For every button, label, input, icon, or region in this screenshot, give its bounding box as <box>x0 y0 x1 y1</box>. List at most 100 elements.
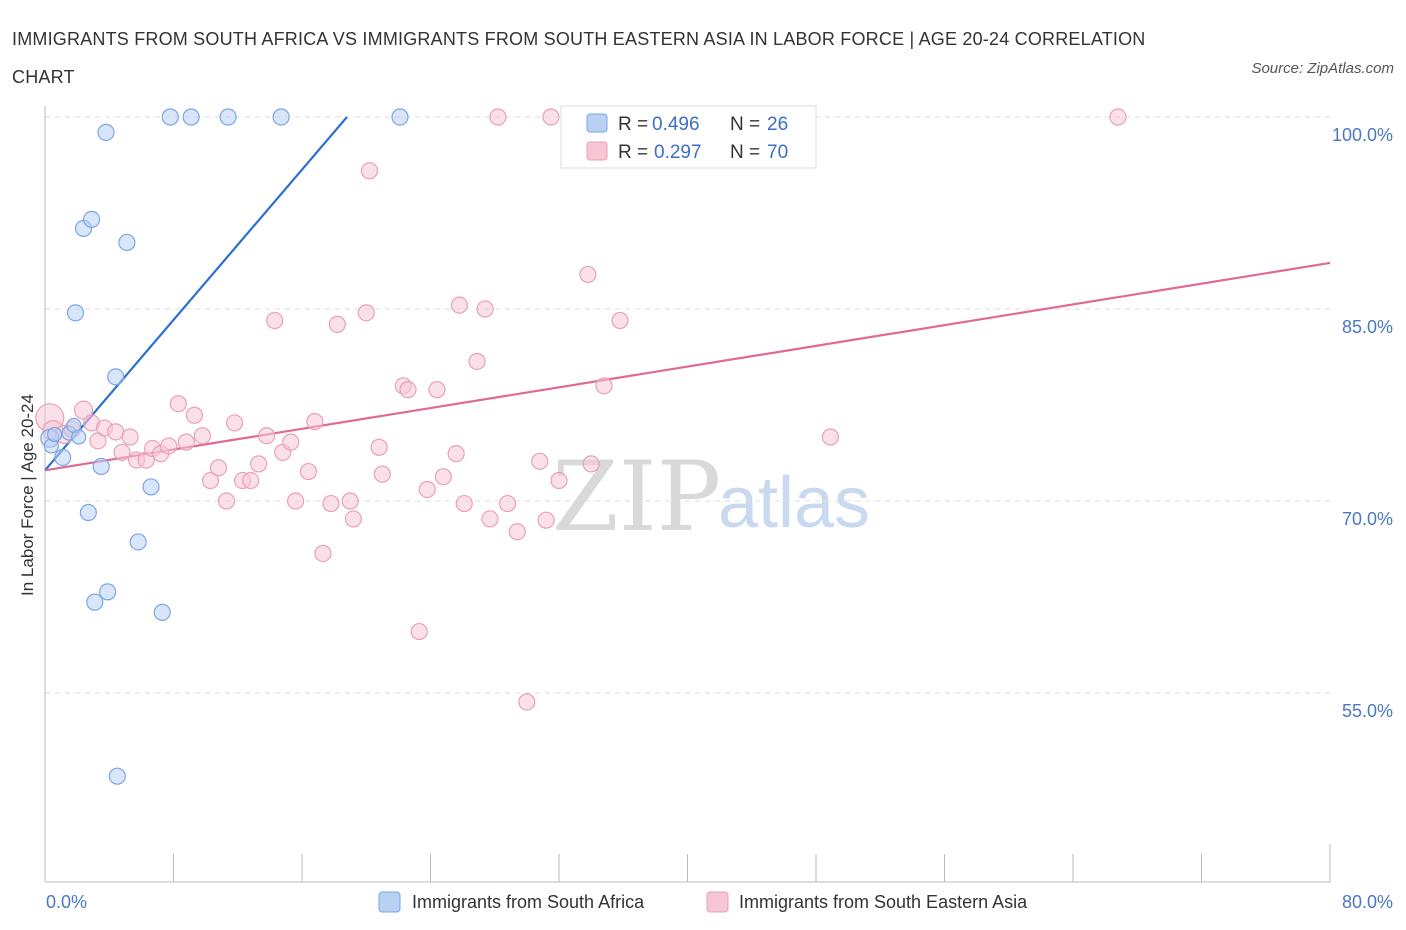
point-southeast-asia <box>579 265 597 284</box>
point-southeast-asia <box>550 471 568 490</box>
point-south-africa <box>82 210 101 228</box>
point-southeast-asia <box>418 480 436 499</box>
x-tick-label: 80.0% <box>1342 892 1393 912</box>
stats-legend-swatch-pink <box>586 141 608 161</box>
point-south-africa <box>108 767 126 785</box>
point-southeast-asia <box>185 406 203 424</box>
point-southeast-asia <box>322 494 340 513</box>
point-southeast-asia <box>821 428 840 446</box>
y-tick-label: 85.0% <box>1342 317 1393 337</box>
point-southeast-asia <box>286 492 305 510</box>
point-south-africa <box>79 503 97 522</box>
point-southeast-asia <box>341 492 359 510</box>
point-southeast-asia <box>177 433 195 451</box>
source-label: Source: ZipAtlas.com <box>1251 60 1394 77</box>
point-southeast-asia <box>1109 108 1127 126</box>
point-southeast-asia <box>481 510 499 528</box>
point-southeast-asia <box>537 511 555 529</box>
point-southeast-asia <box>370 438 388 456</box>
point-southeast-asia <box>282 433 300 451</box>
point-south-africa <box>54 448 72 467</box>
point-southeast-asia <box>428 381 446 399</box>
stats-legend-n-label-blue: N = <box>730 114 760 135</box>
stats-legend-n-value-pink: 70 <box>767 142 788 163</box>
stats-legend: R = 0.496 N = 26 R = 0.297 N = 70 <box>560 105 817 169</box>
point-southeast-asia <box>450 296 469 314</box>
grid-lines <box>45 116 1330 694</box>
stats-legend-r-value-pink: 0.297 <box>654 142 702 163</box>
point-southeast-asia <box>121 428 139 446</box>
point-southeast-asia <box>360 162 379 180</box>
point-southeast-asia <box>209 459 228 477</box>
point-southeast-asia <box>595 377 613 395</box>
point-southeast-asia <box>373 465 391 483</box>
chart-title: IMMIGRANTS FROM SOUTH AFRICA VS IMMIGRAN… <box>12 29 1146 87</box>
point-south-africa <box>219 108 237 126</box>
point-southeast-asia <box>160 437 178 455</box>
point-southeast-asia <box>476 300 494 318</box>
point-southeast-asia <box>299 462 318 481</box>
watermark-zip: ZIP <box>552 441 721 553</box>
point-south-africa <box>66 304 85 322</box>
point-southeast-asia <box>107 423 125 441</box>
point-southeast-asia <box>73 400 94 420</box>
point-south-africa <box>97 123 115 141</box>
point-south-africa <box>99 583 117 601</box>
y-tick-label: 55.0% <box>1342 701 1393 721</box>
watermark-atlas: atlas <box>718 463 870 543</box>
series-legend-swatch-south-africa <box>378 891 401 913</box>
point-south-africa <box>47 426 63 443</box>
point-south-africa <box>107 368 125 386</box>
point-southeast-asia <box>582 455 600 473</box>
point-south-africa <box>129 533 147 551</box>
point-southeast-asia <box>447 445 465 463</box>
y-tick-label: 100.0% <box>1332 125 1393 145</box>
y-axis-label: In Labor Force | Age 20-24 <box>18 394 37 596</box>
point-southeast-asia <box>542 108 560 126</box>
point-southeast-asia <box>225 414 244 432</box>
series-legend-label-south-africa: Immigrants from South Africa <box>412 892 645 912</box>
point-southeast-asia <box>266 311 284 330</box>
point-south-africa <box>86 593 104 611</box>
stats-legend-n-label-pink: N = <box>730 142 760 163</box>
point-southeast-asia <box>489 108 507 126</box>
series-legend-label-southeast-asia: Immigrants from South Eastern Asia <box>739 892 1028 912</box>
point-south-africa <box>161 108 179 126</box>
point-south-africa <box>92 457 110 476</box>
trend-line-southeast-asia <box>44 261 1331 472</box>
point-southeast-asia <box>328 315 346 333</box>
point-south-africa <box>391 108 409 126</box>
series-legend-swatch-southeast-asia <box>706 891 729 913</box>
point-southeast-asia <box>314 544 332 563</box>
stats-legend-n-value-blue: 26 <box>767 114 788 135</box>
point-southeast-asia <box>113 443 131 461</box>
point-southeast-asia <box>344 510 362 528</box>
point-southeast-asia <box>499 494 517 513</box>
point-southeast-asia <box>611 311 629 330</box>
point-southeast-asia <box>242 471 260 490</box>
point-southeast-asia <box>434 468 452 486</box>
stats-legend-r-label-blue: R = <box>618 114 648 135</box>
point-south-africa <box>153 603 171 621</box>
point-south-africa <box>142 478 160 496</box>
point-south-africa <box>272 108 290 126</box>
data-points <box>35 108 1127 785</box>
y-tick-label: 70.0% <box>1342 509 1393 529</box>
point-southeast-asia <box>250 455 268 473</box>
point-southeast-asia <box>217 492 236 510</box>
point-southeast-asia <box>531 452 549 470</box>
point-southeast-asia <box>169 395 187 413</box>
point-southeast-asia <box>468 352 486 371</box>
point-south-africa <box>182 108 200 126</box>
trend-line-south-africa <box>44 116 348 471</box>
point-southeast-asia <box>201 471 220 490</box>
x-tick-label: 0.0% <box>46 892 87 912</box>
stats-legend-swatch-blue <box>586 113 608 133</box>
point-southeast-asia <box>306 413 324 431</box>
point-southeast-asia <box>357 304 375 322</box>
point-southeast-asia <box>399 381 417 399</box>
point-southeast-asia <box>410 622 428 641</box>
point-southeast-asia <box>193 427 212 445</box>
point-southeast-asia <box>258 427 276 445</box>
